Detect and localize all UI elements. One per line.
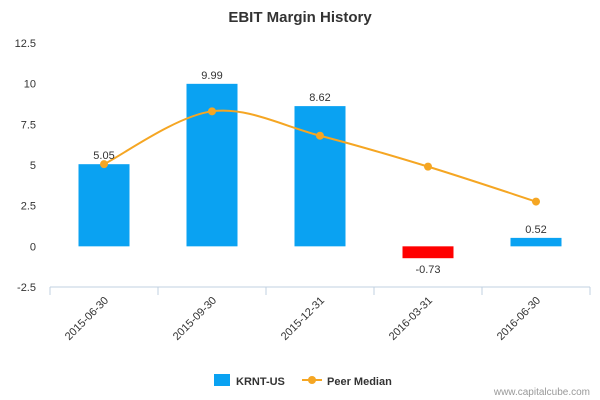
legend-label-krnt[interactable]: KRNT-US <box>236 376 285 388</box>
y-tick-label: 12.5 <box>15 38 36 50</box>
peer-median-point[interactable] <box>208 107 216 116</box>
peer-median-point[interactable] <box>532 197 540 206</box>
legend: KRNT-US Peer Median <box>214 374 392 388</box>
peer-median-point[interactable] <box>316 131 324 140</box>
y-tick-label: 5 <box>30 160 36 172</box>
legend-label-peer[interactable]: Peer Median <box>327 376 392 388</box>
x-tick-label: 2015-12-31 <box>279 295 327 343</box>
bar[interactable] <box>402 246 454 259</box>
bar-data-label: 5.05 <box>93 150 114 162</box>
x-axis: 2015-06-30 2015-09-30 2015-12-31 2016-03-31… <box>49 287 591 343</box>
data-labels: 5.05 9.99 8.62 -0.73 0.52 <box>93 70 546 276</box>
y-tick-label: 2.5 <box>21 201 36 213</box>
y-tick-label: 10 <box>24 79 36 91</box>
x-tick-label: 2016-06-30 <box>495 295 543 343</box>
bar-series <box>78 83 562 259</box>
bar-data-label: 8.62 <box>309 92 330 104</box>
line-series <box>100 107 540 206</box>
y-axis: -2.5 0 2.5 5 7.5 10 12.5 <box>15 38 36 294</box>
x-tick-label: 2016-03-31 <box>387 295 435 343</box>
chart-title: EBIT Margin History <box>228 9 372 26</box>
y-tick-label: -2.5 <box>17 282 36 294</box>
peer-median-point[interactable] <box>424 162 432 171</box>
legend-marker-peer <box>308 376 316 384</box>
bar-data-label: 0.52 <box>525 224 546 236</box>
x-tick-label: 2015-06-30 <box>63 295 111 343</box>
bar-data-label: -0.73 <box>415 264 440 276</box>
bar[interactable] <box>78 164 130 247</box>
peer-median-point[interactable] <box>100 160 108 169</box>
y-tick-label: 0 <box>30 241 36 253</box>
bar[interactable] <box>294 106 346 247</box>
bar-data-label: 9.99 <box>201 70 222 82</box>
bar[interactable] <box>510 237 562 247</box>
x-tick-label: 2015-09-30 <box>171 295 219 343</box>
source-credit: www.capitalcube.com <box>493 387 590 398</box>
legend-swatch-krnt <box>214 374 230 386</box>
y-tick-label: 7.5 <box>21 119 36 131</box>
